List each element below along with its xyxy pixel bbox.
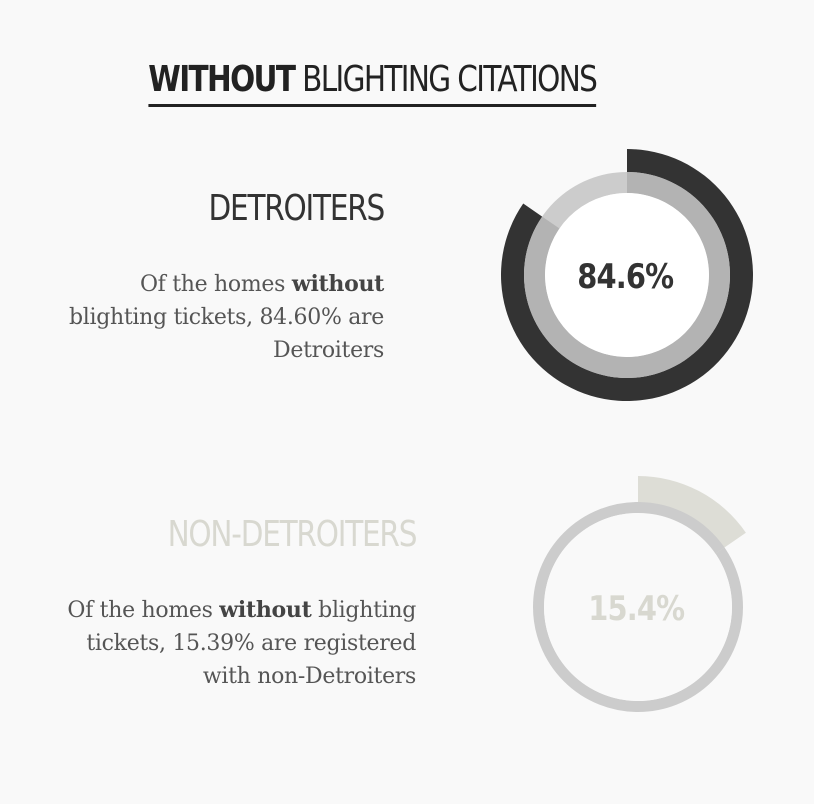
non-detroiters-heading: NON-DETROITERS [167,514,417,555]
detroiters-description: Of the homes without blighting tickets, … [4,268,384,367]
desc-text: Of the homes [67,598,220,623]
desc-text: blighting tickets, 84.60% are [68,305,384,330]
title-rest: BLIGHTING CITATIONS [294,59,598,100]
desc-text: with non-Detroiters [202,664,416,689]
donut-center [544,513,732,701]
desc-text: blighting [311,598,416,623]
desc-text: Detroiters [273,338,384,363]
donut-value-slice [638,502,725,554]
non-detroiters-description: Of the homes without blighting tickets, … [16,594,416,693]
desc-emphasis: without [219,597,312,623]
desc-emphasis: without [291,271,384,297]
detroiters-heading: DETROITERS [208,188,385,229]
donut-percent-label: 84.6% [577,258,673,297]
desc-text: Of the homes [139,272,292,297]
donut-percent-label: 15.4% [588,590,684,629]
infographic-title: WITHOUT BLIGHTING CITATIONS [0,58,745,107]
donut-center [545,193,709,357]
title-emphasis: WITHOUT [148,59,296,100]
desc-text: tickets, 15.39% are registered [86,631,416,656]
